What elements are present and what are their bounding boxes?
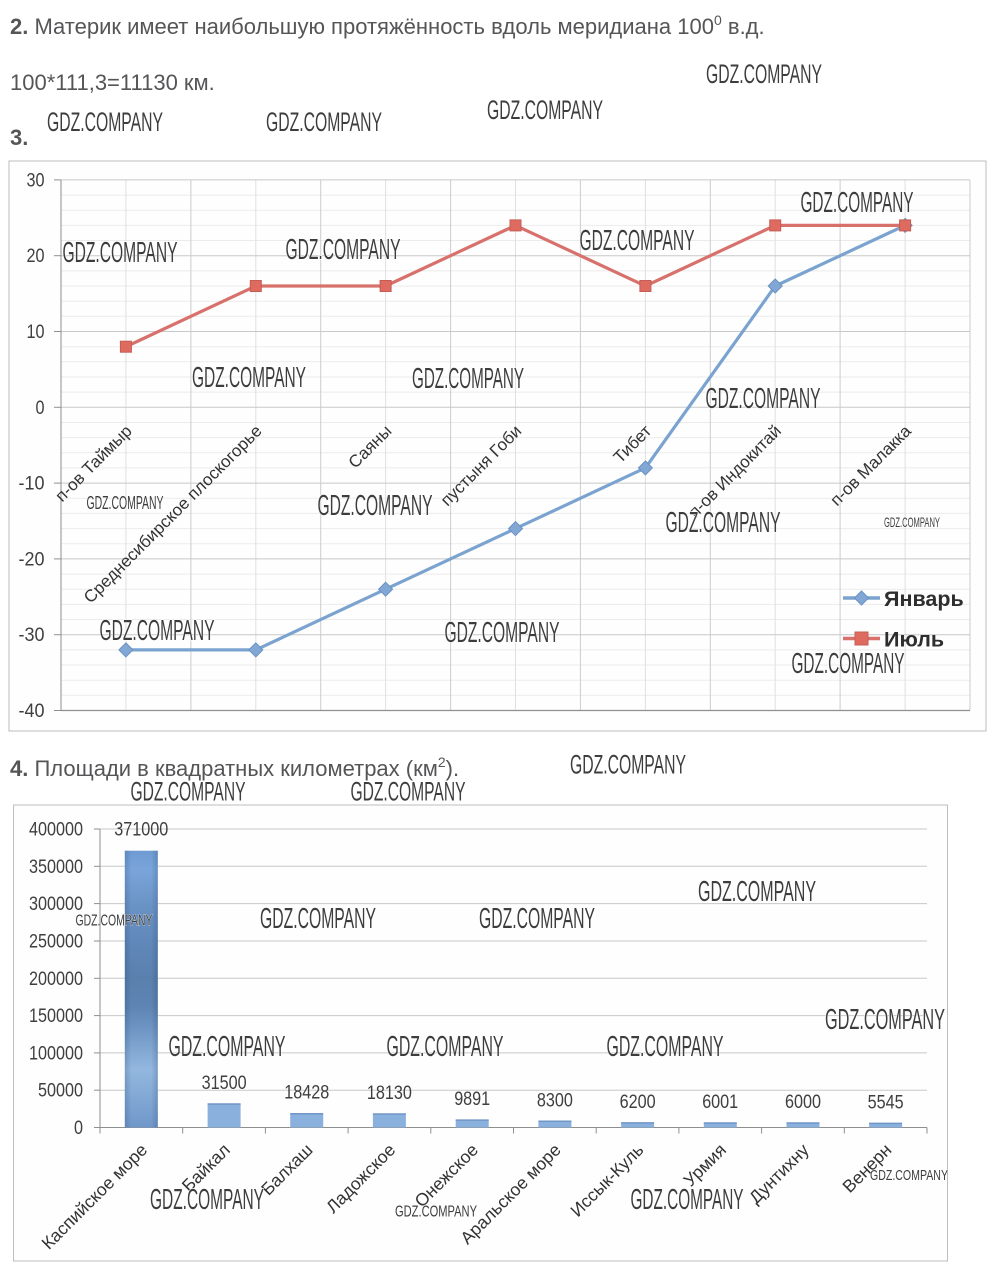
- svg-text:GDZ.COMPANY: GDZ.COMPANY: [76, 913, 153, 930]
- svg-text:GDZ.COMPANY: GDZ.COMPANY: [169, 1031, 286, 1063]
- svg-text:GDZ.COMPANY: GDZ.COMPANY: [631, 1184, 744, 1216]
- svg-text:GDZ.COMPANY: GDZ.COMPANY: [706, 59, 822, 89]
- svg-text:GDZ.COMPANY: GDZ.COMPANY: [570, 749, 686, 779]
- svg-text:GDZ.COMPANY: GDZ.COMPANY: [387, 1031, 504, 1063]
- svg-text:GDZ.COMPANY: GDZ.COMPANY: [100, 615, 215, 647]
- svg-text:GDZ.COMPANY: GDZ.COMPANY: [412, 363, 524, 395]
- svg-text:GDZ.COMPANY: GDZ.COMPANY: [286, 234, 401, 266]
- svg-text:GDZ.COMPANY: GDZ.COMPANY: [395, 1204, 477, 1221]
- svg-text:371000: 371000: [114, 820, 168, 841]
- svg-text:GDZ.COMPANY: GDZ.COMPANY: [445, 617, 560, 649]
- svg-text:GDZ.COMPANY: GDZ.COMPANY: [870, 1167, 948, 1184]
- svg-text:GDZ.COMPANY: GDZ.COMPANY: [479, 903, 595, 935]
- svg-text:150000: 150000: [29, 1006, 83, 1027]
- svg-text:GDZ.COMPANY: GDZ.COMPANY: [63, 237, 178, 269]
- svg-text:6000: 6000: [785, 1092, 821, 1113]
- svg-text:0: 0: [36, 398, 45, 419]
- svg-text:100000: 100000: [29, 1043, 83, 1064]
- svg-text:20: 20: [27, 246, 45, 267]
- svg-text:250000: 250000: [29, 932, 83, 953]
- svg-text:GDZ.COMPANY: GDZ.COMPANY: [150, 1184, 264, 1216]
- svg-text:GDZ.COMPANY: GDZ.COMPANY: [607, 1031, 724, 1063]
- svg-text:GDZ.COMPANY: GDZ.COMPANY: [698, 876, 816, 908]
- svg-text:6001: 6001: [702, 1092, 738, 1113]
- svg-text:GDZ.COMPANY: GDZ.COMPANY: [131, 776, 246, 806]
- svg-text:GDZ.COMPANY: GDZ.COMPANY: [351, 776, 466, 806]
- svg-text:-40: -40: [19, 701, 45, 722]
- svg-text:2. Материк имеет наибольшую пр: 2. Материк имеет наибольшую протяжённост…: [10, 12, 765, 39]
- svg-text:-10: -10: [19, 474, 45, 495]
- svg-text:300000: 300000: [29, 894, 83, 915]
- svg-text:0: 0: [74, 1118, 83, 1139]
- svg-text:10: 10: [27, 322, 45, 343]
- svg-text:100*111,3=11130 км.: 100*111,3=11130 км.: [10, 70, 215, 95]
- svg-text:Январь: Январь: [884, 587, 964, 611]
- svg-text:6200: 6200: [620, 1092, 656, 1113]
- svg-text:GDZ.COMPANY: GDZ.COMPANY: [487, 95, 603, 125]
- svg-text:9891: 9891: [454, 1089, 490, 1110]
- svg-text:GDZ.COMPANY: GDZ.COMPANY: [580, 225, 695, 257]
- svg-text:GDZ.COMPANY: GDZ.COMPANY: [266, 107, 382, 137]
- svg-text:GDZ.COMPANY: GDZ.COMPANY: [192, 362, 306, 394]
- svg-text:GDZ.COMPANY: GDZ.COMPANY: [260, 903, 376, 935]
- svg-text:GDZ.COMPANY: GDZ.COMPANY: [792, 648, 905, 680]
- svg-text:GDZ.COMPANY: GDZ.COMPANY: [884, 514, 940, 530]
- svg-text:18428: 18428: [284, 1083, 329, 1104]
- svg-text:3.: 3.: [10, 125, 28, 150]
- svg-text:50000: 50000: [38, 1081, 83, 1102]
- svg-text:GDZ.COMPANY: GDZ.COMPANY: [801, 187, 914, 219]
- svg-text:31500: 31500: [202, 1073, 247, 1094]
- svg-text:GDZ.COMPANY: GDZ.COMPANY: [666, 507, 781, 539]
- svg-text:-30: -30: [19, 625, 45, 646]
- svg-text:GDZ.COMPANY: GDZ.COMPANY: [318, 490, 433, 522]
- svg-text:GDZ.COMPANY: GDZ.COMPANY: [87, 493, 164, 513]
- svg-text:200000: 200000: [29, 969, 83, 990]
- svg-text:30: 30: [27, 170, 45, 191]
- svg-text:Июль: Июль: [884, 628, 944, 652]
- svg-text:GDZ.COMPANY: GDZ.COMPANY: [47, 107, 163, 137]
- svg-text:400000: 400000: [29, 820, 83, 841]
- svg-text:4. Площади в квадратных киломе: 4. Площади в квадратных километрах (км2)…: [10, 754, 459, 781]
- svg-text:350000: 350000: [29, 857, 83, 878]
- svg-text:-20: -20: [19, 549, 45, 570]
- svg-text:GDZ.COMPANY: GDZ.COMPANY: [825, 1004, 945, 1036]
- svg-text:GDZ.COMPANY: GDZ.COMPANY: [706, 383, 821, 415]
- svg-text:18130: 18130: [367, 1083, 412, 1104]
- svg-text:5545: 5545: [868, 1092, 904, 1113]
- svg-text:8300: 8300: [537, 1090, 573, 1111]
